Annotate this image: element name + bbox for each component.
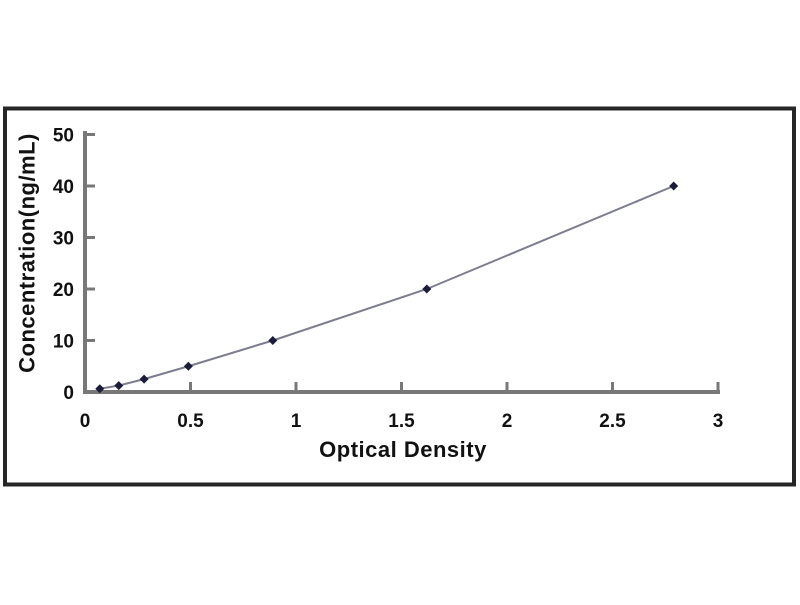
x-tick-label: 2.5 (599, 411, 626, 432)
tick-marks (83, 133, 720, 394)
series-line (99, 185, 675, 390)
data-point-marker (422, 284, 432, 294)
y-tick-label: 40 (53, 177, 74, 198)
y-tick-label: 20 (53, 280, 74, 301)
data-point-marker (139, 374, 149, 384)
x-tick-label: 2 (502, 411, 513, 432)
y-axis-title: Concentration(ng/mL) (15, 133, 40, 373)
data-series (95, 181, 679, 394)
x-tick-label: 0.5 (177, 411, 204, 432)
data-point-marker (95, 384, 105, 394)
chart-frame (3, 106, 796, 487)
x-tick-label: 1.5 (388, 411, 415, 432)
data-point-marker (669, 181, 679, 191)
x-tick-label: 3 (713, 411, 724, 432)
x-tick-label: 1 (291, 411, 302, 432)
y-tick-label: 10 (53, 332, 74, 353)
data-point-marker (268, 336, 278, 345)
x-tick-label: 0 (80, 411, 91, 432)
data-point-marker (183, 361, 193, 371)
y-tick-label: 30 (53, 229, 74, 250)
y-tick-label: 0 (63, 383, 74, 404)
data-point-marker (114, 381, 124, 391)
axes (83, 131, 720, 394)
x-axis-title: Optical Density (319, 437, 487, 462)
y-tick-label: 50 (53, 126, 74, 147)
